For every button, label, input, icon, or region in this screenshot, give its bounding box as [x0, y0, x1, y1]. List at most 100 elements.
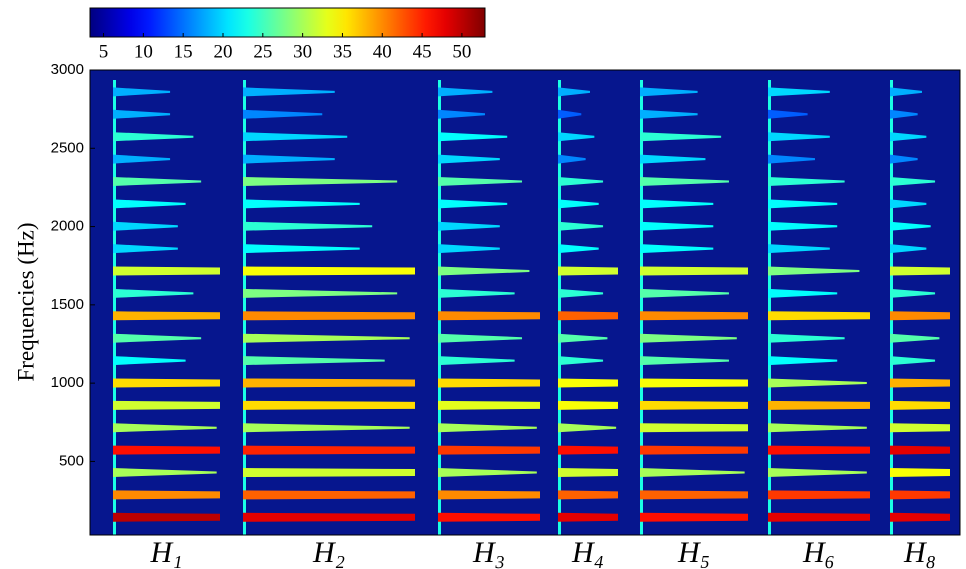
harmonic	[890, 311, 950, 321]
harmonic	[113, 468, 217, 478]
harmonic	[243, 221, 373, 231]
harmonic	[243, 333, 410, 343]
harmonic	[890, 109, 918, 119]
plot-background	[90, 70, 960, 535]
harmonic	[768, 378, 867, 388]
colorbar-tick-label: 10	[134, 41, 153, 62]
harmonic	[768, 199, 838, 209]
harmonic	[113, 199, 186, 209]
harmonic	[243, 154, 335, 164]
colorbar-tick-label: 30	[293, 41, 312, 62]
harmonic	[890, 333, 940, 343]
harmonic	[640, 356, 729, 366]
harmonic	[558, 311, 618, 321]
harmonic	[243, 132, 348, 142]
harmonic	[768, 244, 830, 254]
colorbar-tick-label: 35	[333, 41, 352, 62]
harmonic	[640, 87, 698, 97]
harmonic	[558, 356, 604, 366]
harmonic	[890, 176, 936, 186]
harmonic	[438, 490, 540, 500]
harmonic	[768, 109, 808, 119]
harmonic	[768, 400, 870, 410]
harmonic	[113, 356, 186, 366]
colorbar-tick-label: 40	[373, 41, 392, 62]
harmonic	[438, 468, 537, 478]
harmonic	[558, 400, 618, 410]
harmonic	[438, 423, 537, 433]
harmonic	[438, 400, 540, 410]
harmonic	[890, 512, 950, 522]
harmonic	[243, 400, 415, 410]
harmonic	[640, 468, 745, 478]
harmonic	[890, 132, 927, 142]
colorbar	[89, 7, 486, 38]
harmonic	[640, 311, 748, 321]
harmonic	[558, 423, 617, 433]
harmonic	[890, 378, 950, 388]
harmonic	[890, 154, 918, 164]
harmonic	[558, 199, 599, 209]
harmonic	[243, 288, 398, 298]
harmonic	[113, 109, 171, 119]
harmonic	[558, 490, 618, 500]
y-tick-label: 2000	[51, 218, 84, 235]
harmonic	[113, 400, 220, 410]
harmonic	[243, 266, 415, 276]
harmonic	[113, 288, 194, 298]
harmonic	[438, 87, 493, 97]
harmonic	[768, 468, 867, 478]
harmonic	[768, 512, 870, 522]
harmonic	[113, 445, 220, 455]
harmonic	[768, 356, 838, 366]
harmonic	[640, 244, 714, 254]
harmonic	[768, 132, 830, 142]
segment-label: H₆	[802, 536, 835, 569]
harmonic	[640, 490, 748, 500]
harmonic	[438, 176, 523, 186]
harmonic	[243, 512, 415, 522]
harmonic	[768, 333, 845, 343]
harmonic	[438, 356, 515, 366]
harmonic	[113, 244, 178, 254]
harmonic	[243, 490, 415, 500]
harmonic	[113, 311, 220, 321]
colorbar-tick-label: 45	[413, 41, 432, 62]
harmonic	[113, 266, 220, 276]
harmonic	[640, 333, 737, 343]
harmonic	[243, 423, 410, 433]
harmonic	[113, 176, 202, 186]
segment-label: H₂	[312, 536, 345, 569]
harmonic	[890, 199, 927, 209]
harmonic	[558, 109, 582, 119]
harmonic	[890, 490, 950, 500]
harmonic	[890, 356, 936, 366]
harmonic	[558, 132, 595, 142]
harmonic	[558, 87, 591, 97]
harmonic	[640, 266, 748, 276]
harmonic	[243, 199, 360, 209]
harmonic	[558, 512, 618, 522]
segment-label: H₅	[677, 536, 710, 569]
y-axis-label: Frequencies (Hz)	[13, 222, 38, 381]
harmonic	[890, 445, 950, 455]
colorbar-tick-label: 5	[99, 41, 109, 62]
colorbar-tick-label: 20	[213, 41, 232, 62]
harmonic	[438, 266, 530, 276]
y-tick-label: 3000	[51, 61, 84, 78]
harmonic	[438, 154, 500, 164]
harmonic	[243, 356, 385, 366]
harmonic	[113, 132, 194, 142]
colorbar-tick-label: 50	[452, 41, 471, 62]
harmonic	[113, 87, 171, 97]
harmonic	[768, 311, 870, 321]
y-tick-label: 1500	[51, 296, 84, 313]
harmonic	[438, 109, 486, 119]
y-tick-label: 1000	[51, 374, 84, 391]
harmonic	[558, 176, 604, 186]
harmonic	[113, 378, 220, 388]
onset	[768, 80, 771, 535]
harmonic	[438, 445, 540, 455]
colorbar-tick-label: 15	[174, 41, 193, 62]
harmonic	[243, 468, 415, 478]
